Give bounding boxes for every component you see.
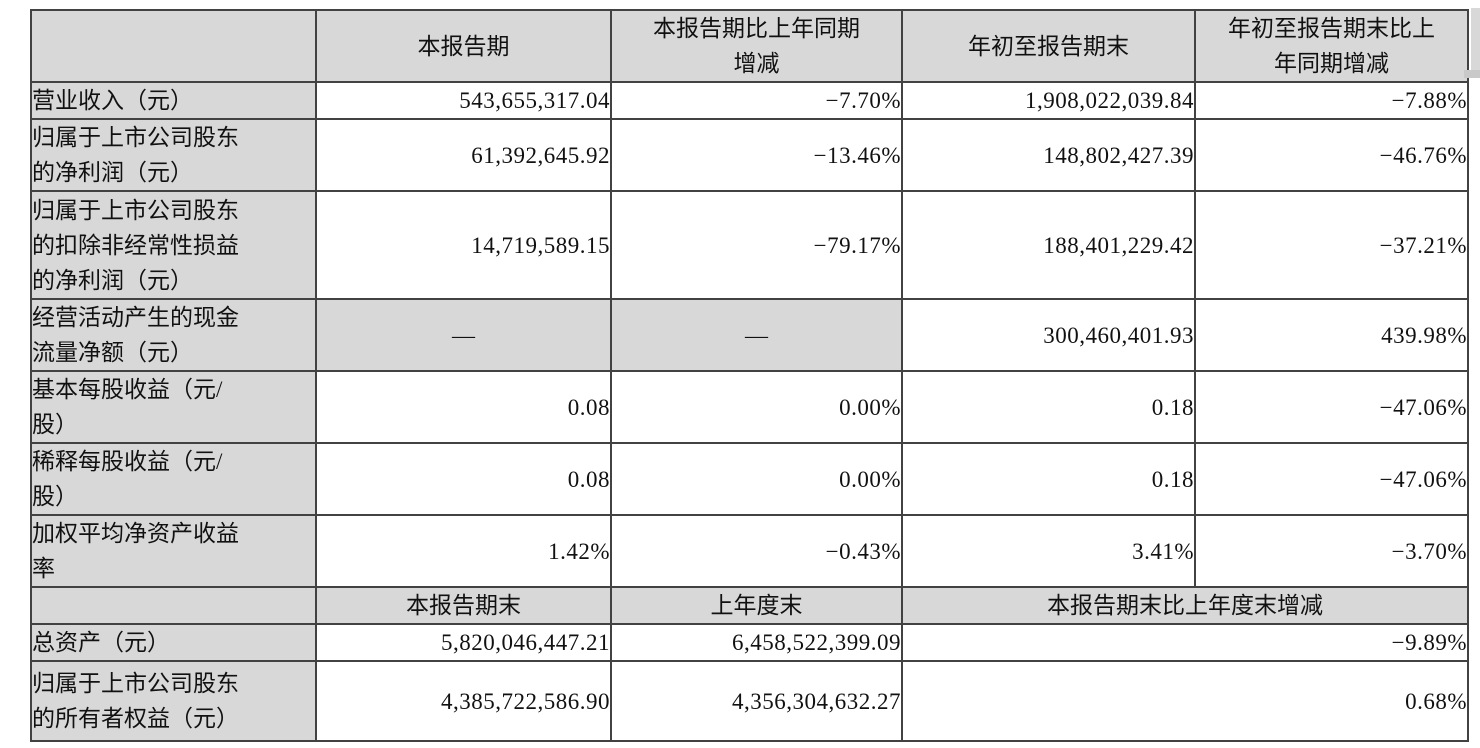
page-edge-artifact-shadow	[1464, 70, 1480, 78]
value-basic-eps-current-yoy: 0.00%	[610, 370, 903, 444]
header-end-of-period: 本报告期末	[315, 586, 612, 625]
value-cash-flow-current-yoy: —	[610, 298, 903, 372]
value-nonrec-ytd-yoy: −37.21%	[1194, 190, 1469, 300]
value-net-profit-current: 61,392,645.92	[315, 118, 612, 192]
value-nonrec-ytd: 188,401,229.42	[901, 190, 1196, 300]
value-revenue-ytd: 1,908,022,039.84	[901, 81, 1196, 120]
header-current-period-yoy: 本报告期比上年同期 增减	[610, 9, 903, 83]
value-revenue-ytd-yoy: −7.88%	[1194, 81, 1469, 120]
row-operating-revenue: 营业收入（元） 543,655,317.04 −7.70% 1,908,022,…	[30, 81, 1469, 120]
page-edge-artifact	[1471, 8, 1480, 70]
value-cash-flow-ytd: 300,460,401.93	[901, 298, 1196, 372]
row-owners-equity: 归属于上市公司股东 的所有者权益（元） 4,385,722,586.90 4,3…	[30, 660, 1469, 742]
row-total-assets: 总资产（元） 5,820,046,447.21 6,458,522,399.09…	[30, 623, 1469, 662]
value-total-assets-prior: 6,458,522,399.09	[610, 623, 903, 662]
header-end-of-prior-year: 上年度末	[610, 586, 903, 625]
value-total-assets-end: 5,820,046,447.21	[315, 623, 612, 662]
value-net-profit-current-yoy: −13.46%	[610, 118, 903, 192]
value-basic-eps-ytd: 0.18	[901, 370, 1196, 444]
value-owners-equity-prior: 4,356,304,632.27	[610, 660, 903, 742]
label-diluted-eps: 稀释每股收益（元/ 股）	[30, 442, 317, 516]
value-nonrec-current: 14,719,589.15	[315, 190, 612, 300]
value-roe-current: 1.42%	[315, 514, 612, 588]
label-total-assets: 总资产（元）	[30, 623, 317, 662]
label-owners-equity: 归属于上市公司股东 的所有者权益（元）	[30, 660, 317, 742]
row-weighted-roe: 加权平均净资产收益 率 1.42% −0.43% 3.41% −3.70%	[30, 514, 1469, 588]
value-basic-eps-current: 0.08	[315, 370, 612, 444]
value-roe-ytd-yoy: −3.70%	[1194, 514, 1469, 588]
value-revenue-current-yoy: −7.70%	[610, 81, 903, 120]
value-revenue-current: 543,655,317.04	[315, 81, 612, 120]
row-diluted-eps: 稀释每股收益（元/ 股） 0.08 0.00% 0.18 −47.06%	[30, 442, 1469, 516]
value-cash-flow-current: —	[315, 298, 612, 372]
label-net-profit: 归属于上市公司股东 的净利润（元）	[30, 118, 317, 192]
label-weighted-roe: 加权平均净资产收益 率	[30, 514, 317, 588]
value-roe-ytd: 3.41%	[901, 514, 1196, 588]
value-nonrec-current-yoy: −79.17%	[610, 190, 903, 300]
value-diluted-eps-current: 0.08	[315, 442, 612, 516]
financial-summary-table: 本报告期 本报告期比上年同期 增减 年初至报告期末 年初至报告期末比上 年同期增…	[30, 9, 1469, 742]
value-owners-equity-change: 0.68%	[901, 660, 1469, 742]
row-operating-cash-flow: 经营活动产生的现金 流量净额（元） — — 300,460,401.93 439…	[30, 298, 1469, 372]
row-net-profit: 归属于上市公司股东 的净利润（元） 61,392,645.92 −13.46% …	[30, 118, 1469, 192]
label-non-recurring-net-profit: 归属于上市公司股东 的扣除非经常性损益 的净利润（元）	[30, 190, 317, 300]
value-net-profit-ytd: 148,802,427.39	[901, 118, 1196, 192]
header-ytd-yoy: 年初至报告期末比上 年同期增减	[1194, 9, 1469, 83]
value-owners-equity-end: 4,385,722,586.90	[315, 660, 612, 742]
value-diluted-eps-ytd: 0.18	[901, 442, 1196, 516]
corner-cell	[30, 9, 317, 83]
header-current-period: 本报告期	[315, 9, 612, 83]
value-diluted-eps-ytd-yoy: −47.06%	[1194, 442, 1469, 516]
row-basic-eps: 基本每股收益（元/ 股） 0.08 0.00% 0.18 −47.06%	[30, 370, 1469, 444]
header-ytd: 年初至报告期末	[901, 9, 1196, 83]
value-cash-flow-ytd-yoy: 439.98%	[1194, 298, 1469, 372]
quarter-header-row: 本报告期 本报告期比上年同期 增减 年初至报告期末 年初至报告期末比上 年同期增…	[30, 9, 1469, 83]
label-operating-revenue: 营业收入（元）	[30, 81, 317, 120]
balance-header-row: 本报告期末 上年度末 本报告期末比上年度末增减	[30, 586, 1469, 625]
value-total-assets-change: −9.89%	[901, 623, 1469, 662]
value-diluted-eps-current-yoy: 0.00%	[610, 442, 903, 516]
header-period-vs-prior-year-change: 本报告期末比上年度末增减	[901, 586, 1469, 625]
value-roe-current-yoy: −0.43%	[610, 514, 903, 588]
corner-cell-2	[30, 586, 317, 625]
value-basic-eps-ytd-yoy: −47.06%	[1194, 370, 1469, 444]
label-basic-eps: 基本每股收益（元/ 股）	[30, 370, 317, 444]
row-non-recurring-net-profit: 归属于上市公司股东 的扣除非经常性损益 的净利润（元） 14,719,589.1…	[30, 190, 1469, 300]
label-operating-cash-flow: 经营活动产生的现金 流量净额（元）	[30, 298, 317, 372]
value-net-profit-ytd-yoy: −46.76%	[1194, 118, 1469, 192]
